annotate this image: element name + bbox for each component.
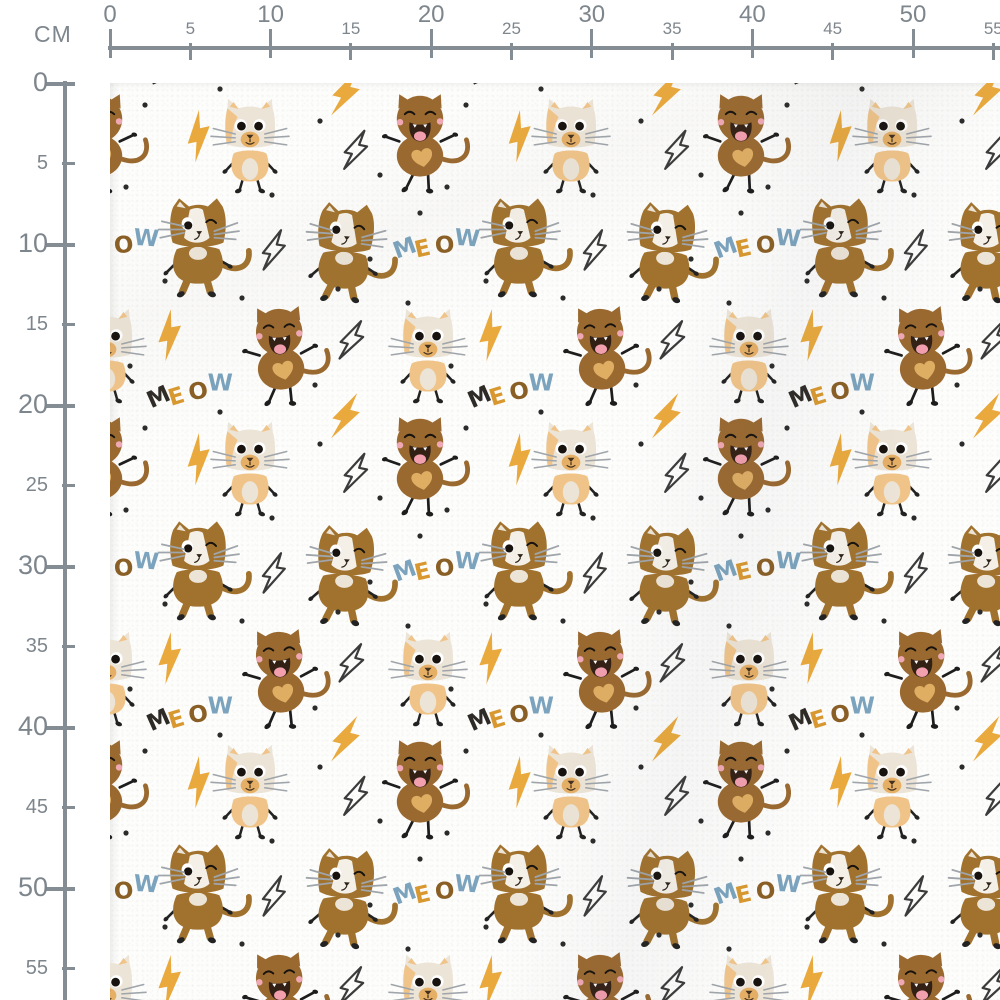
ruler-tick bbox=[991, 43, 995, 60]
ruler-tick-label: 40 bbox=[17, 710, 48, 741]
ruler-tick bbox=[62, 162, 75, 165]
ruler-tick-label: 0 bbox=[103, 1, 117, 28]
ruler-tick bbox=[349, 43, 353, 60]
ruler-tick-label: 5 bbox=[36, 151, 48, 174]
ruler-tick bbox=[62, 806, 75, 809]
vertical-ruler-line bbox=[63, 81, 67, 1000]
ruler-tick bbox=[750, 29, 754, 58]
ruler-tick bbox=[510, 43, 513, 60]
ruler-tick bbox=[108, 29, 112, 58]
ruler-tick bbox=[831, 43, 835, 60]
ruler-tick-label: 25 bbox=[502, 19, 521, 38]
ruler-tick bbox=[429, 29, 433, 58]
ruler-tick-label: 55 bbox=[983, 19, 1000, 38]
ruler-tick-label: 20 bbox=[17, 388, 48, 419]
ruler-tick-label: 35 bbox=[662, 19, 682, 38]
fabric-pattern-svg: MEOWMEOW bbox=[110, 83, 1000, 1000]
ruler-tick-label: 55 bbox=[25, 956, 48, 979]
ruler-tick bbox=[62, 323, 75, 326]
ruler-tick bbox=[45, 886, 75, 891]
ruler-tick bbox=[45, 564, 75, 569]
ruler-tick bbox=[45, 725, 75, 730]
ruler-tick-label: 25 bbox=[25, 473, 48, 496]
ruler-tick bbox=[45, 403, 75, 408]
ruler-tick-label: 10 bbox=[257, 1, 284, 28]
ruler-tick-label: 50 bbox=[17, 871, 48, 902]
ruler-unit-label: CM bbox=[34, 21, 72, 47]
ruler-tick-label: 35 bbox=[25, 634, 48, 657]
ruler-tick bbox=[911, 29, 915, 58]
ruler-tick-label: 5 bbox=[185, 19, 196, 38]
ruler-tick-label: 45 bbox=[823, 19, 843, 38]
ruler-tick-label: 15 bbox=[25, 312, 48, 335]
ruler-tick bbox=[62, 967, 75, 970]
ruler-tick bbox=[45, 81, 75, 86]
ruler-tick-label: 40 bbox=[739, 1, 766, 28]
ruler-tick-label: 0 bbox=[32, 66, 48, 97]
ruler-tick bbox=[670, 43, 674, 60]
ruler-tick bbox=[590, 29, 594, 58]
ruler-tick bbox=[45, 242, 75, 247]
ruler-tick bbox=[188, 43, 192, 60]
ruler-tick-label: 30 bbox=[17, 549, 48, 580]
ruler-tick-label: 45 bbox=[25, 795, 48, 818]
fabric-swatch[interactable]: MEOWMEOW bbox=[110, 83, 1000, 1000]
fabric-pattern-fill bbox=[110, 83, 1000, 1000]
ruler-tick bbox=[62, 645, 75, 648]
horizontal-ruler-line bbox=[108, 46, 1000, 50]
ruler-tick bbox=[269, 29, 273, 58]
ruler-tick bbox=[62, 484, 75, 487]
ruler-tick-label: 10 bbox=[17, 227, 48, 258]
ruler-tick-label: 15 bbox=[341, 19, 361, 38]
ruler-tick-label: 20 bbox=[417, 1, 445, 28]
ruler-tick-label: 50 bbox=[899, 1, 927, 28]
ruler-tick-label: 30 bbox=[578, 1, 606, 28]
